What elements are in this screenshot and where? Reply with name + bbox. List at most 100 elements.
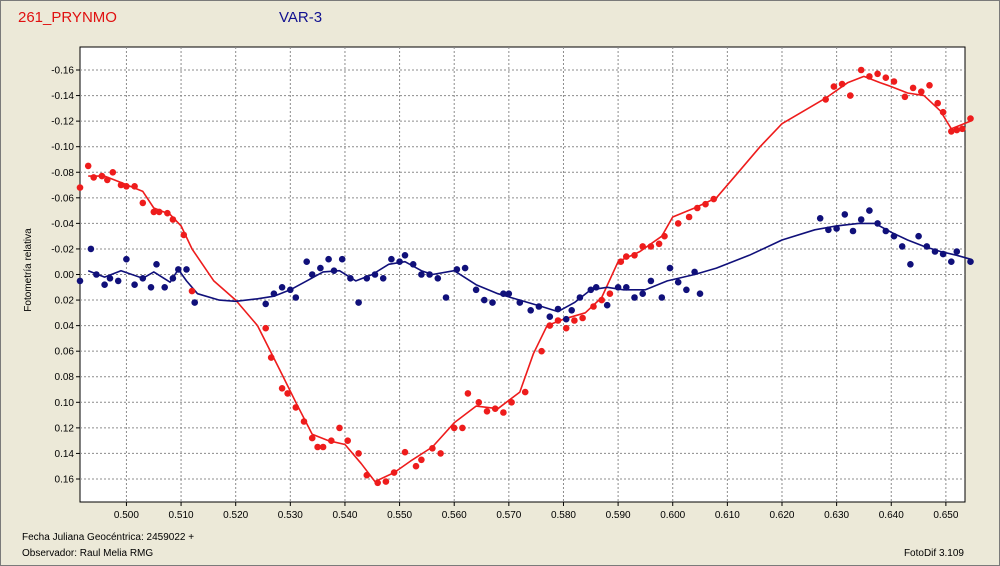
y-tick-label: 0.10 [55, 398, 75, 409]
series-1-point [292, 404, 300, 411]
series-1-point [188, 287, 196, 295]
star-label-title: VAR-3 [279, 9, 323, 26]
series-1-point [180, 231, 188, 239]
series-1-point [959, 125, 966, 133]
y-tick-label: -0.06 [51, 193, 74, 204]
series-2-point [147, 284, 155, 291]
series-2-point [338, 255, 346, 263]
series-2-point [882, 227, 890, 235]
y-tick-label: -0.10 [51, 142, 74, 153]
series-2-point [898, 243, 906, 250]
object-name-title: 261_PRYNMO [18, 9, 117, 26]
series-2-point [915, 232, 922, 240]
x-tick-label: 0.640 [879, 510, 904, 520]
x-tick-label: 0.540 [332, 510, 357, 520]
series-2-point [841, 211, 849, 218]
series-1-point [538, 347, 545, 355]
series-2-point [658, 294, 666, 301]
series-2-point [481, 296, 488, 304]
series-1-point [109, 169, 117, 176]
series-2-point [489, 299, 496, 306]
series-2-point [330, 267, 338, 275]
series-2-point [262, 300, 270, 308]
series-1-point [631, 252, 638, 259]
series-2-point [833, 225, 840, 232]
series-2-point [287, 286, 294, 294]
series-2-point [131, 281, 138, 289]
series-1-point [500, 409, 507, 416]
series-2-point [106, 275, 114, 282]
series-2-point [278, 284, 286, 291]
series-2-point [890, 232, 898, 240]
y-tick-label: -0.04 [51, 219, 74, 230]
series-1-point [314, 443, 321, 451]
series-2-point [426, 271, 433, 278]
series-2-point [175, 266, 182, 273]
series-2-point [587, 286, 595, 294]
series-2-point [93, 271, 100, 278]
series-1-point [284, 390, 291, 397]
series-1-point [90, 174, 97, 181]
series-2-point [325, 255, 332, 263]
series-1-point [363, 471, 371, 479]
series-2-point [505, 290, 513, 298]
series-2-point [317, 264, 324, 272]
series-1-point [702, 200, 709, 208]
y-tick-label: 0.12 [55, 423, 75, 434]
series-1-point [164, 209, 171, 217]
series-2-point [816, 215, 824, 222]
series-1-point [909, 84, 917, 92]
series-2-point [592, 284, 600, 291]
series-1-point [278, 385, 286, 392]
series-1-point [390, 469, 398, 476]
series-2-point [857, 216, 865, 223]
grid [76, 47, 965, 506]
series-2-point [434, 275, 442, 282]
series-2-point [866, 207, 873, 214]
x-tick-label: 0.630 [824, 510, 849, 520]
series-1-point [169, 216, 177, 223]
y-tick-label: -0.08 [51, 168, 74, 179]
series-1-point [104, 176, 111, 184]
series-1-point [459, 424, 466, 432]
series-2-point [139, 275, 147, 282]
series-1-point [639, 243, 646, 250]
series-1-point [300, 418, 308, 425]
series-2-point [114, 277, 122, 285]
series-1-point [464, 390, 472, 397]
series-1-point [710, 195, 717, 203]
series-2-point [939, 250, 947, 258]
series-1-point [475, 399, 483, 406]
series-2-point [123, 255, 130, 263]
series-1-point [84, 162, 92, 170]
series-2-point [87, 245, 95, 253]
x-tick-label: 0.520 [223, 510, 248, 520]
series-2-point [849, 227, 857, 235]
series-2-point [967, 258, 974, 266]
series-1-point [554, 317, 562, 324]
series-2-point [371, 271, 379, 278]
series-2-point [907, 261, 914, 268]
julian-date-label: Fecha Juliana Geocéntrica: 2459022 + [22, 532, 195, 543]
light-curve-chart: 0.500 0.510 0.520 0.530 0.540 0.550 0.560 0.570… [23, 46, 974, 520]
series-1-point [262, 324, 270, 332]
series-1-point [890, 78, 898, 85]
x-tick-label: 0.530 [278, 510, 303, 520]
series-1-point [412, 462, 420, 470]
y-axis-label: Fotometría relativa [23, 228, 34, 312]
x-tick-label: 0.580 [551, 510, 576, 520]
series-2-point [461, 264, 469, 272]
y-tick-label: 0.08 [55, 372, 75, 383]
y-tick-label: 0.16 [55, 474, 75, 485]
series-1-point [847, 92, 854, 99]
series-1-point [948, 128, 955, 135]
series-2-point [76, 277, 84, 285]
series-2-point [388, 255, 395, 263]
series-2-point [623, 284, 630, 291]
series-2-point [161, 284, 168, 291]
series-1-point [344, 437, 352, 445]
series-2-point [363, 275, 371, 282]
series-2-point [396, 258, 403, 266]
series-2-point [270, 290, 278, 298]
series-1-point [508, 399, 515, 406]
